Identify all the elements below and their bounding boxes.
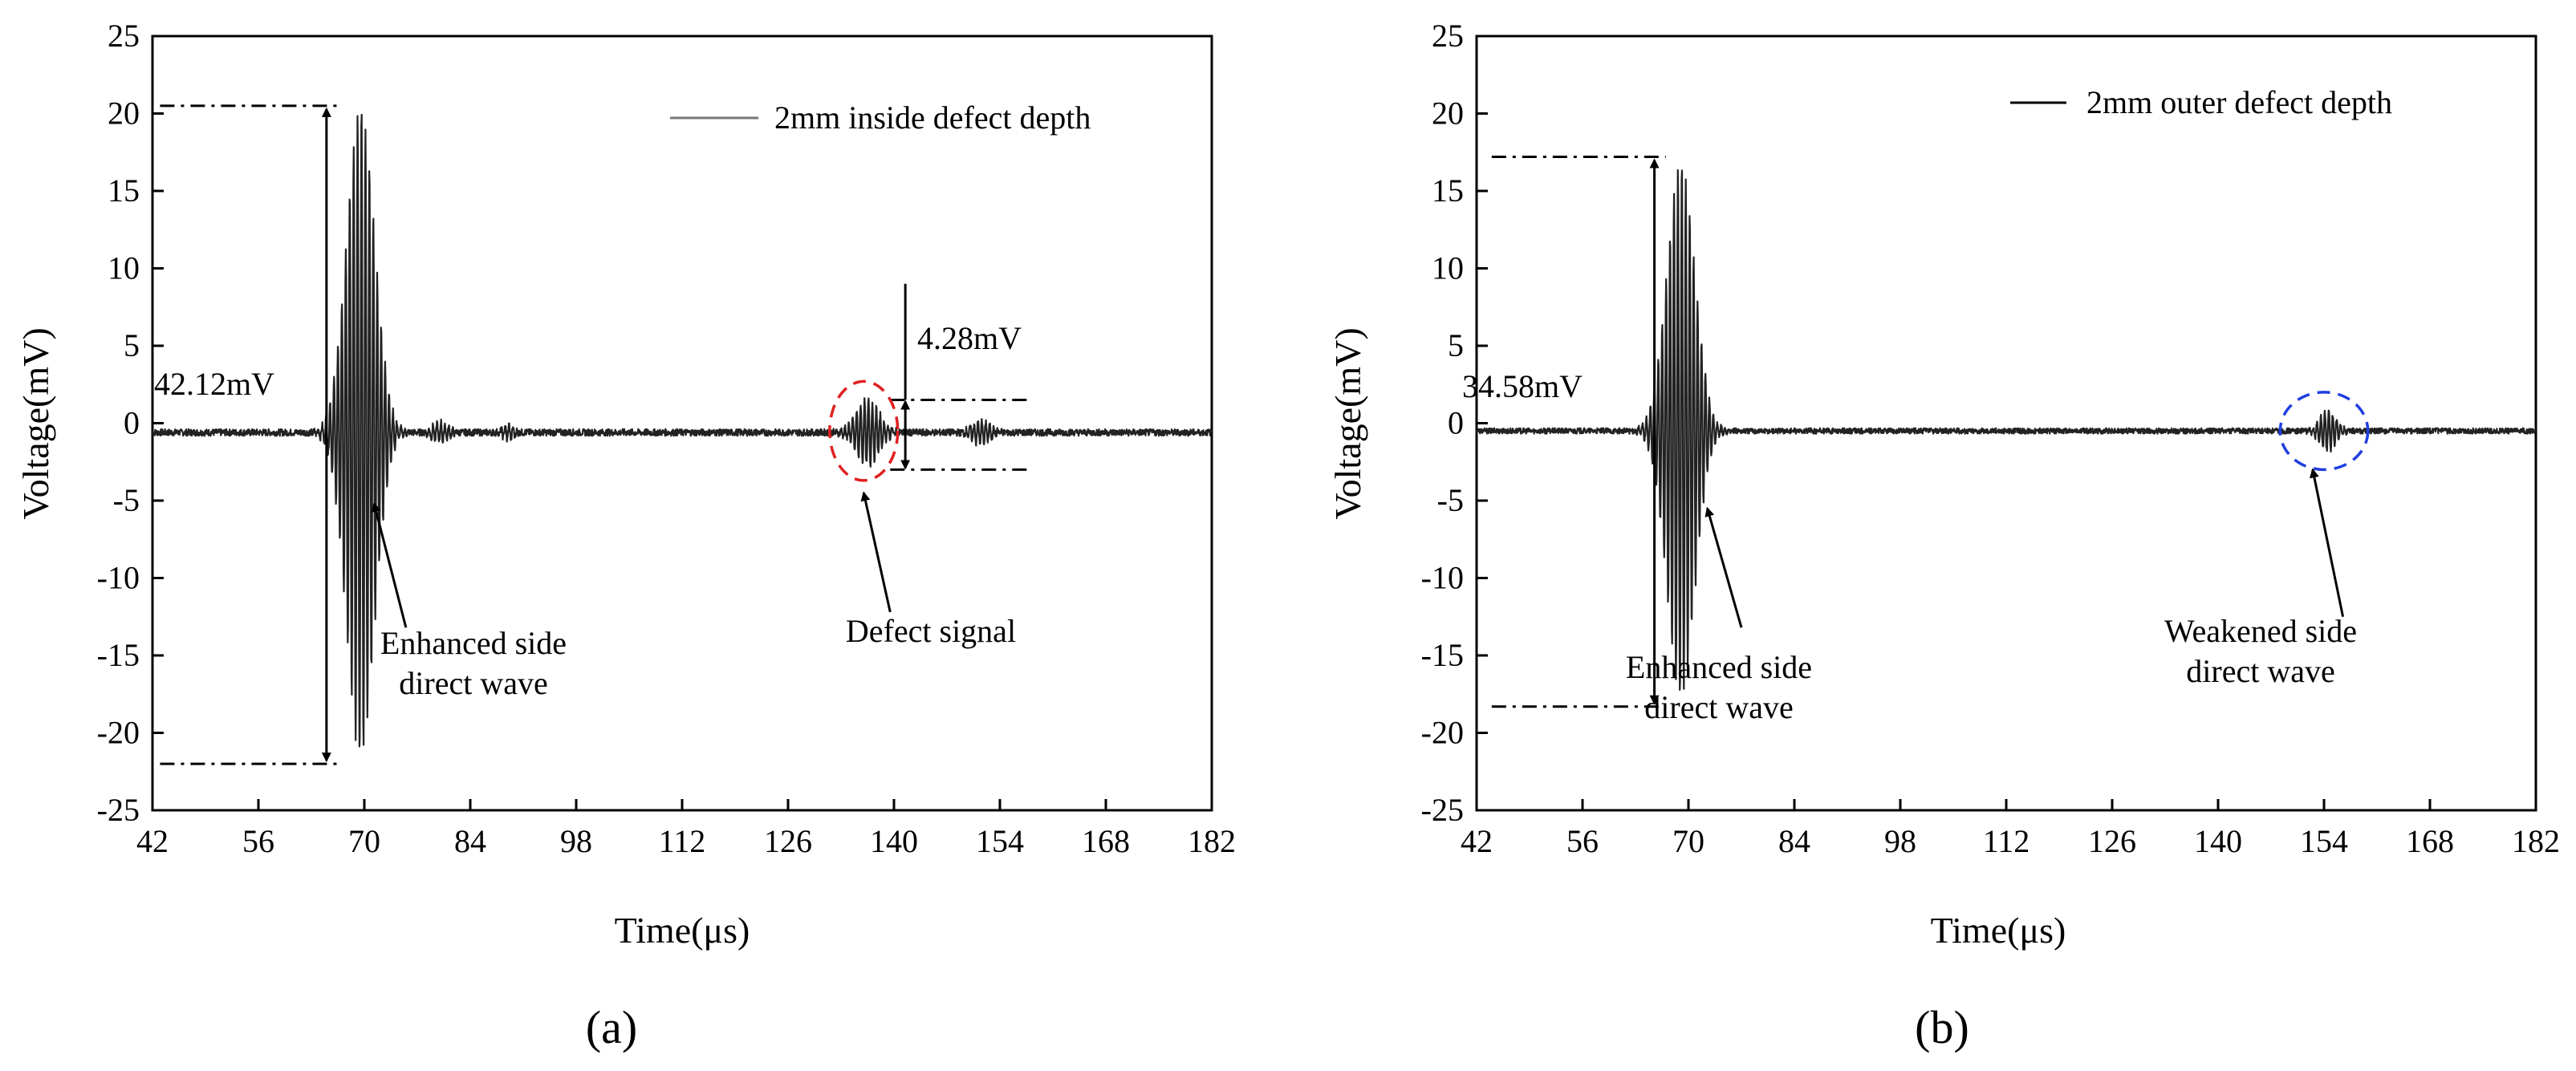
panel-b: 42 56 70 84 98 112 126 140 154 168 182 25 20 15 10 5 0 -5… <box>1327 18 2560 1053</box>
y-tick-label: 10 <box>1432 250 1464 286</box>
x-tick-label: 84 <box>1778 823 1810 859</box>
y-tick-label: -25 <box>97 792 140 828</box>
x-axis-label: Time(μs) <box>1931 910 2066 951</box>
callout-label: Defect signal <box>846 613 1016 649</box>
y-tick-label: 15 <box>1432 172 1464 209</box>
y-tick-label: -25 <box>1421 792 1464 828</box>
y-tick-label: 0 <box>1448 405 1464 441</box>
axis-ticks: 42 56 70 84 98 112 126 140 154 168 182 25 20 15 10 5 0 -5… <box>1421 18 2560 859</box>
y-tick-label: 15 <box>108 172 140 209</box>
y-axis-label: Voltage(mV) <box>15 327 56 519</box>
callout-label: Enhanced side direct wave <box>1626 649 1812 725</box>
y-tick-label: 5 <box>124 327 140 363</box>
signal-layer <box>1475 168 2537 692</box>
highlight-circle <box>2278 391 2370 472</box>
x-tick-label: 182 <box>2512 823 2560 859</box>
series-line <box>1475 168 2537 692</box>
x-tick-label: 126 <box>2088 823 2136 859</box>
x-tick-label: 140 <box>2194 823 2242 859</box>
y-tick-label: -20 <box>97 715 140 751</box>
plot-frame <box>1475 34 2537 812</box>
y-tick-label: -15 <box>1421 637 1464 673</box>
legend-label: 2mm inside defect depth <box>774 99 1091 136</box>
y-tick-label: 5 <box>1448 327 1464 363</box>
x-axis-label: Time(μs) <box>615 910 750 951</box>
y-tick-label: 10 <box>108 250 140 286</box>
x-tick-label: 98 <box>560 823 592 859</box>
plot-frame <box>151 34 1213 812</box>
x-tick-label: 168 <box>2406 823 2454 859</box>
legend-label: 2mm outer defect depth <box>2086 84 2392 120</box>
annotation-layer: 34.58mV Enhanced side direct wave Weakened … <box>1462 156 2370 725</box>
y-tick-label: -5 <box>1437 482 1464 518</box>
panel-label: (a) <box>586 1001 637 1053</box>
x-tick-label: 126 <box>764 823 812 859</box>
x-tick-label: 154 <box>2300 823 2348 859</box>
x-tick-label: 182 <box>1188 823 1236 859</box>
signal-layer <box>152 113 1213 748</box>
y-tick-label: -10 <box>1421 560 1464 596</box>
x-tick-label: 112 <box>659 823 706 859</box>
y-tick-label: 0 <box>124 405 140 441</box>
callout-arrow <box>1704 506 1743 628</box>
x-tick-label: 70 <box>348 823 380 859</box>
y-tick-label: 20 <box>1432 95 1464 132</box>
y-axis-label: Voltage(mV) <box>1327 327 1368 519</box>
y-tick-label: 25 <box>108 18 140 54</box>
x-tick-label: 140 <box>870 823 918 859</box>
x-tick-label: 70 <box>1672 823 1704 859</box>
x-tick-label: 154 <box>976 823 1024 859</box>
callout-label: Enhanced side direct wave <box>380 625 567 701</box>
callout-label: Weakened side direct wave <box>2164 613 2357 689</box>
peak-to-peak-label: 42.12mV <box>154 366 274 402</box>
y-tick-label: -15 <box>97 637 140 673</box>
callout-arrow <box>371 501 408 628</box>
annotation-layer: 42.12mV 4.28mV Enhanced side direct wave Def… <box>154 104 1030 765</box>
y-tick-label: 25 <box>1432 18 1464 54</box>
legend: 2mm inside defect depth <box>670 99 1091 136</box>
axis-ticks: 42 56 70 84 98 112 126 140 154 168 182 25 20 15 10 5 0 -5… <box>97 18 1236 859</box>
x-tick-label: 56 <box>1566 823 1599 859</box>
x-tick-label: 98 <box>1884 823 1916 859</box>
peak-to-peak-label: 34.58mV <box>1462 368 1583 404</box>
x-tick-label: 42 <box>1461 823 1493 859</box>
y-tick-label: 20 <box>108 95 140 132</box>
legend: 2mm outer defect depth <box>2010 84 2392 120</box>
series-line <box>152 113 1213 748</box>
panel-a: 42 56 70 84 98 112 126 140 154 168 182 25 20 15 10 5 0 -5… <box>15 18 1236 1053</box>
x-tick-label: 168 <box>1082 823 1130 859</box>
callout-arrow <box>2309 468 2345 618</box>
y-tick-label: -5 <box>113 482 140 518</box>
x-tick-label: 112 <box>1983 823 2030 859</box>
x-tick-label: 42 <box>136 823 169 859</box>
highlight-circle <box>828 379 900 482</box>
x-tick-label: 56 <box>242 823 274 859</box>
defect-amplitude-label: 4.28mV <box>917 320 1022 356</box>
y-tick-label: -10 <box>97 560 140 596</box>
y-tick-label: -20 <box>1421 715 1464 751</box>
panel-label: (b) <box>1915 1001 1969 1053</box>
callout-arrow <box>860 491 892 613</box>
x-tick-label: 84 <box>454 823 486 859</box>
